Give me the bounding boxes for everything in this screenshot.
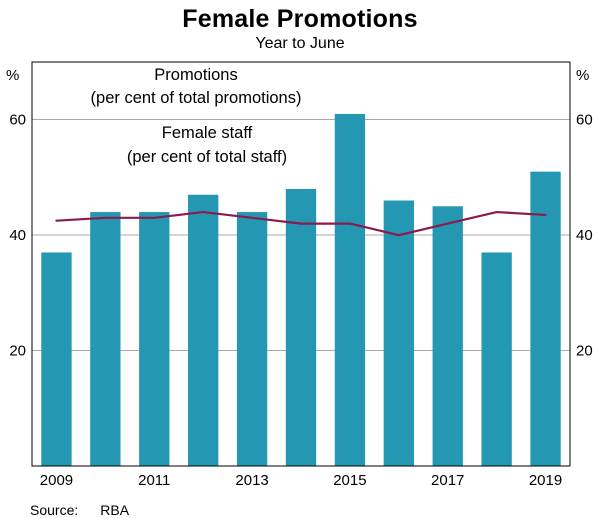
female-staff-annotation-line1: Female staff bbox=[162, 124, 253, 142]
promotions-annotation-line1: Promotions bbox=[154, 66, 237, 84]
bar bbox=[383, 200, 414, 466]
plot-layer: 20 20 40 40 60 60 2009 2011 2013 2015 2017 2019 bbox=[9, 61, 593, 489]
source-label: Source: bbox=[30, 502, 79, 518]
chart-title: Female Promotions bbox=[182, 5, 418, 33]
plot-frame bbox=[31, 61, 571, 467]
bar bbox=[188, 194, 219, 466]
bar bbox=[481, 252, 512, 466]
female-staff-annotation-line2: (per cent of total staff) bbox=[127, 148, 287, 166]
y-tick-label-right: 20 bbox=[576, 343, 593, 360]
y-tick-label-right: 40 bbox=[576, 227, 593, 244]
bar bbox=[285, 188, 317, 466]
y-tick-label-right: 60 bbox=[576, 112, 593, 129]
chart-subtitle: Year to June bbox=[255, 35, 345, 52]
bar bbox=[139, 212, 170, 466]
bar bbox=[432, 206, 463, 467]
x-tick-label: 2011 bbox=[138, 472, 170, 489]
y-tick-label-left: 60 bbox=[9, 112, 26, 129]
bar bbox=[236, 212, 268, 466]
bar bbox=[334, 113, 366, 466]
female-staff-line bbox=[55, 210, 547, 237]
right-percent-label: % bbox=[576, 67, 589, 84]
y-tick-label-left: 20 bbox=[9, 343, 26, 360]
source-line: Source: RBA bbox=[30, 502, 600, 518]
bar bbox=[530, 171, 561, 466]
x-tick-label: 2009 bbox=[40, 472, 73, 489]
chart: 20 20 40 40 60 60 2009 2011 2013 2015 2017 2019 Pro… bbox=[6, 61, 593, 489]
x-tick-label: 2015 bbox=[333, 472, 366, 489]
x-tick-label: 2013 bbox=[235, 472, 268, 489]
x-tick-label: 2019 bbox=[529, 472, 562, 489]
left-percent-label: % bbox=[6, 67, 19, 84]
bar bbox=[41, 252, 72, 466]
promotions-annotation-line2: (per cent of total promotions) bbox=[91, 89, 302, 107]
x-tick-label: 2017 bbox=[431, 472, 464, 489]
y-tick-label-left: 40 bbox=[9, 227, 26, 244]
bar bbox=[90, 212, 121, 466]
source-value: RBA bbox=[100, 502, 130, 518]
